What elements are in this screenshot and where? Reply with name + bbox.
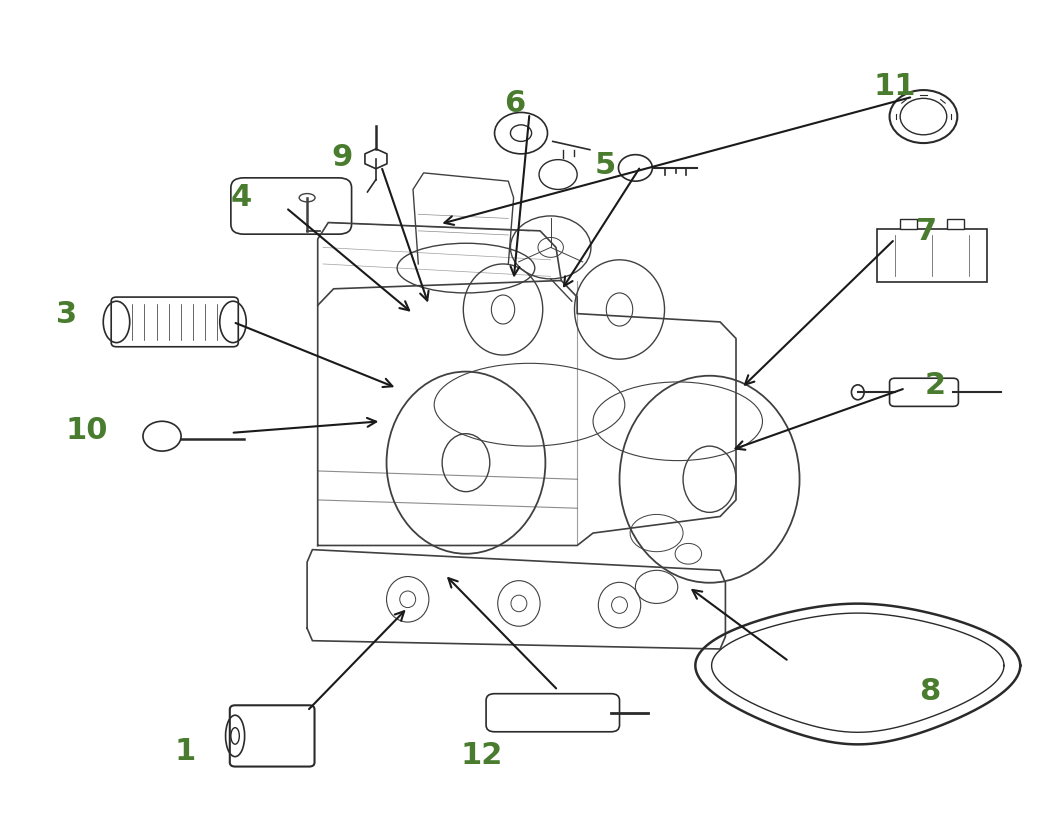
Text: 8: 8 xyxy=(919,676,940,705)
Bar xyxy=(900,220,917,230)
Bar xyxy=(947,220,964,230)
Text: 11: 11 xyxy=(874,72,916,102)
Text: 5: 5 xyxy=(595,151,616,180)
Text: 9: 9 xyxy=(331,142,353,172)
Text: 4: 4 xyxy=(231,182,252,212)
Bar xyxy=(877,230,987,283)
Text: 7: 7 xyxy=(916,217,937,246)
Text: 3: 3 xyxy=(56,299,77,329)
Text: 12: 12 xyxy=(461,739,503,769)
Text: 6: 6 xyxy=(504,88,525,118)
Text: 2: 2 xyxy=(925,370,946,399)
Text: 10: 10 xyxy=(66,415,108,445)
Text: 1: 1 xyxy=(175,736,196,766)
